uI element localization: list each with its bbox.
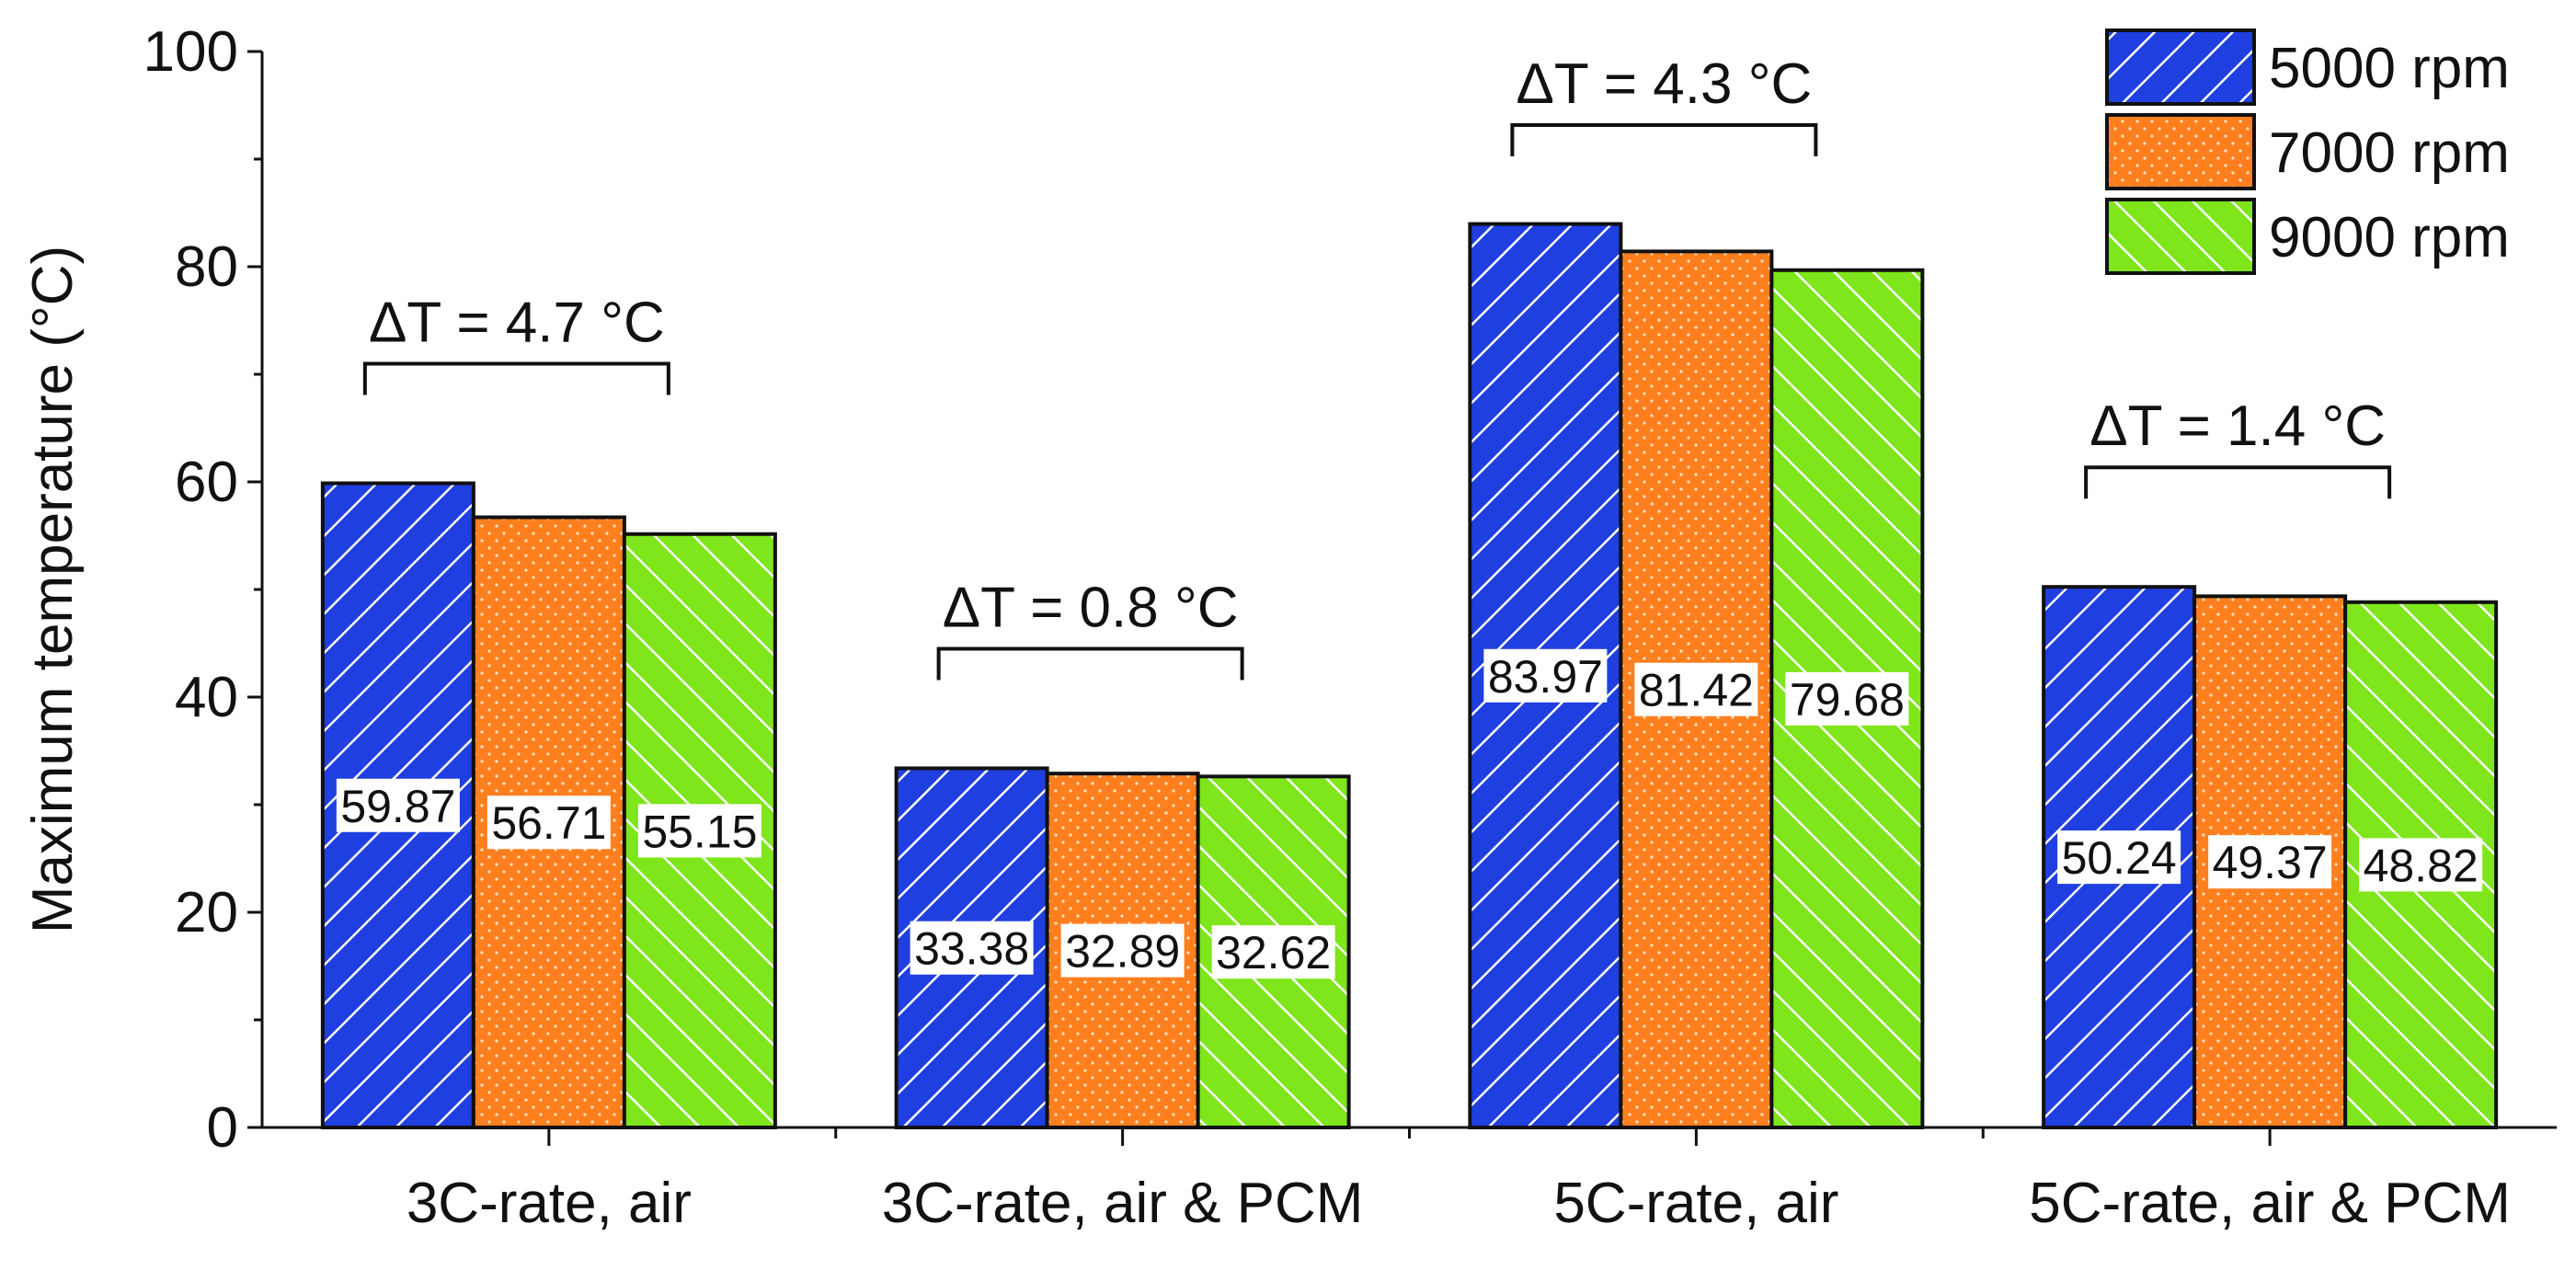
- value-label-box: [1634, 662, 1758, 716]
- bars: 59.87 56.71 55.15 33.38 32.89 32.62 83.97 81.42…: [320, 222, 2499, 1129]
- axes: 0 20 40 60 80 100 Maximum temperature (°C) 3C-r…: [21, 20, 2557, 1235]
- legend-swatch: [2105, 198, 2256, 275]
- value-label: 81.42: [1639, 665, 1754, 716]
- value-label-box: [1060, 923, 1185, 978]
- value-label-box: [1785, 671, 1909, 726]
- legend-label: 5000 rpm: [2269, 37, 2510, 100]
- value-label: 33.38: [914, 923, 1029, 975]
- x-category-label: 5C-rate, air & PCM: [2029, 1172, 2511, 1235]
- value-label: 32.89: [1065, 926, 1180, 978]
- value-label: 49.37: [2213, 837, 2328, 888]
- legend-swatch: [2105, 29, 2256, 106]
- y-tick-label: 60: [175, 451, 238, 514]
- value-label-box: [2057, 830, 2181, 885]
- x-category-label: 3C-rate, air: [406, 1172, 692, 1235]
- value-label-box: [487, 795, 611, 850]
- value-label: 79.68: [1790, 674, 1905, 726]
- delta-bracket: [1510, 123, 1818, 156]
- x-category-label: 5C-rate, air: [1553, 1172, 1838, 1235]
- legend-label: 7000 rpm: [2269, 121, 2510, 185]
- value-label: 56.71: [491, 797, 606, 849]
- value-label: 83.97: [1488, 651, 1603, 703]
- y-tick-label: 100: [143, 20, 238, 84]
- value-label-box: [910, 921, 1034, 975]
- x-category-label: 3C-rate, air & PCM: [882, 1172, 1364, 1235]
- y-tick-label: 40: [175, 666, 238, 729]
- delta-label: ΔT = 0.8 °C: [943, 576, 1239, 639]
- legend-label: 9000 rpm: [2269, 206, 2510, 269]
- value-label: 32.62: [1216, 927, 1331, 978]
- y-axis-title: Maximum temperature (°C): [21, 246, 85, 933]
- value-label-box: [336, 778, 460, 832]
- legend-swatch: [2105, 113, 2256, 190]
- value-label: 55.15: [642, 806, 757, 857]
- value-label: 48.82: [2364, 840, 2479, 891]
- value-label-box: [637, 804, 761, 858]
- delta-bracket: [936, 646, 1244, 681]
- legend: 5000 rpm 7000 rpm 9000 rpm: [2105, 29, 2510, 275]
- y-tick-label: 0: [207, 1096, 238, 1160]
- value-label-box: [2359, 838, 2483, 892]
- value-label-box: [2208, 835, 2332, 889]
- value-label: 50.24: [2062, 832, 2177, 884]
- delta-bracket: [362, 361, 670, 395]
- delta-label: ΔT = 1.4 °C: [2089, 395, 2386, 458]
- value-label-box: [1483, 648, 1608, 703]
- delta-label: ΔT = 4.7 °C: [369, 292, 665, 355]
- y-tick-label: 20: [175, 881, 238, 944]
- delta-label: ΔT = 4.3 °C: [1516, 52, 1812, 116]
- y-tick-label: 80: [175, 235, 238, 299]
- delta-bracket: [2084, 465, 2392, 499]
- value-label-box: [1211, 925, 1335, 979]
- value-label: 59.87: [340, 781, 455, 832]
- delta-annotations: ΔT = 4.7 °C ΔT = 0.8 °C ΔT = 4.3 °C ΔT = 1.…: [362, 52, 2392, 681]
